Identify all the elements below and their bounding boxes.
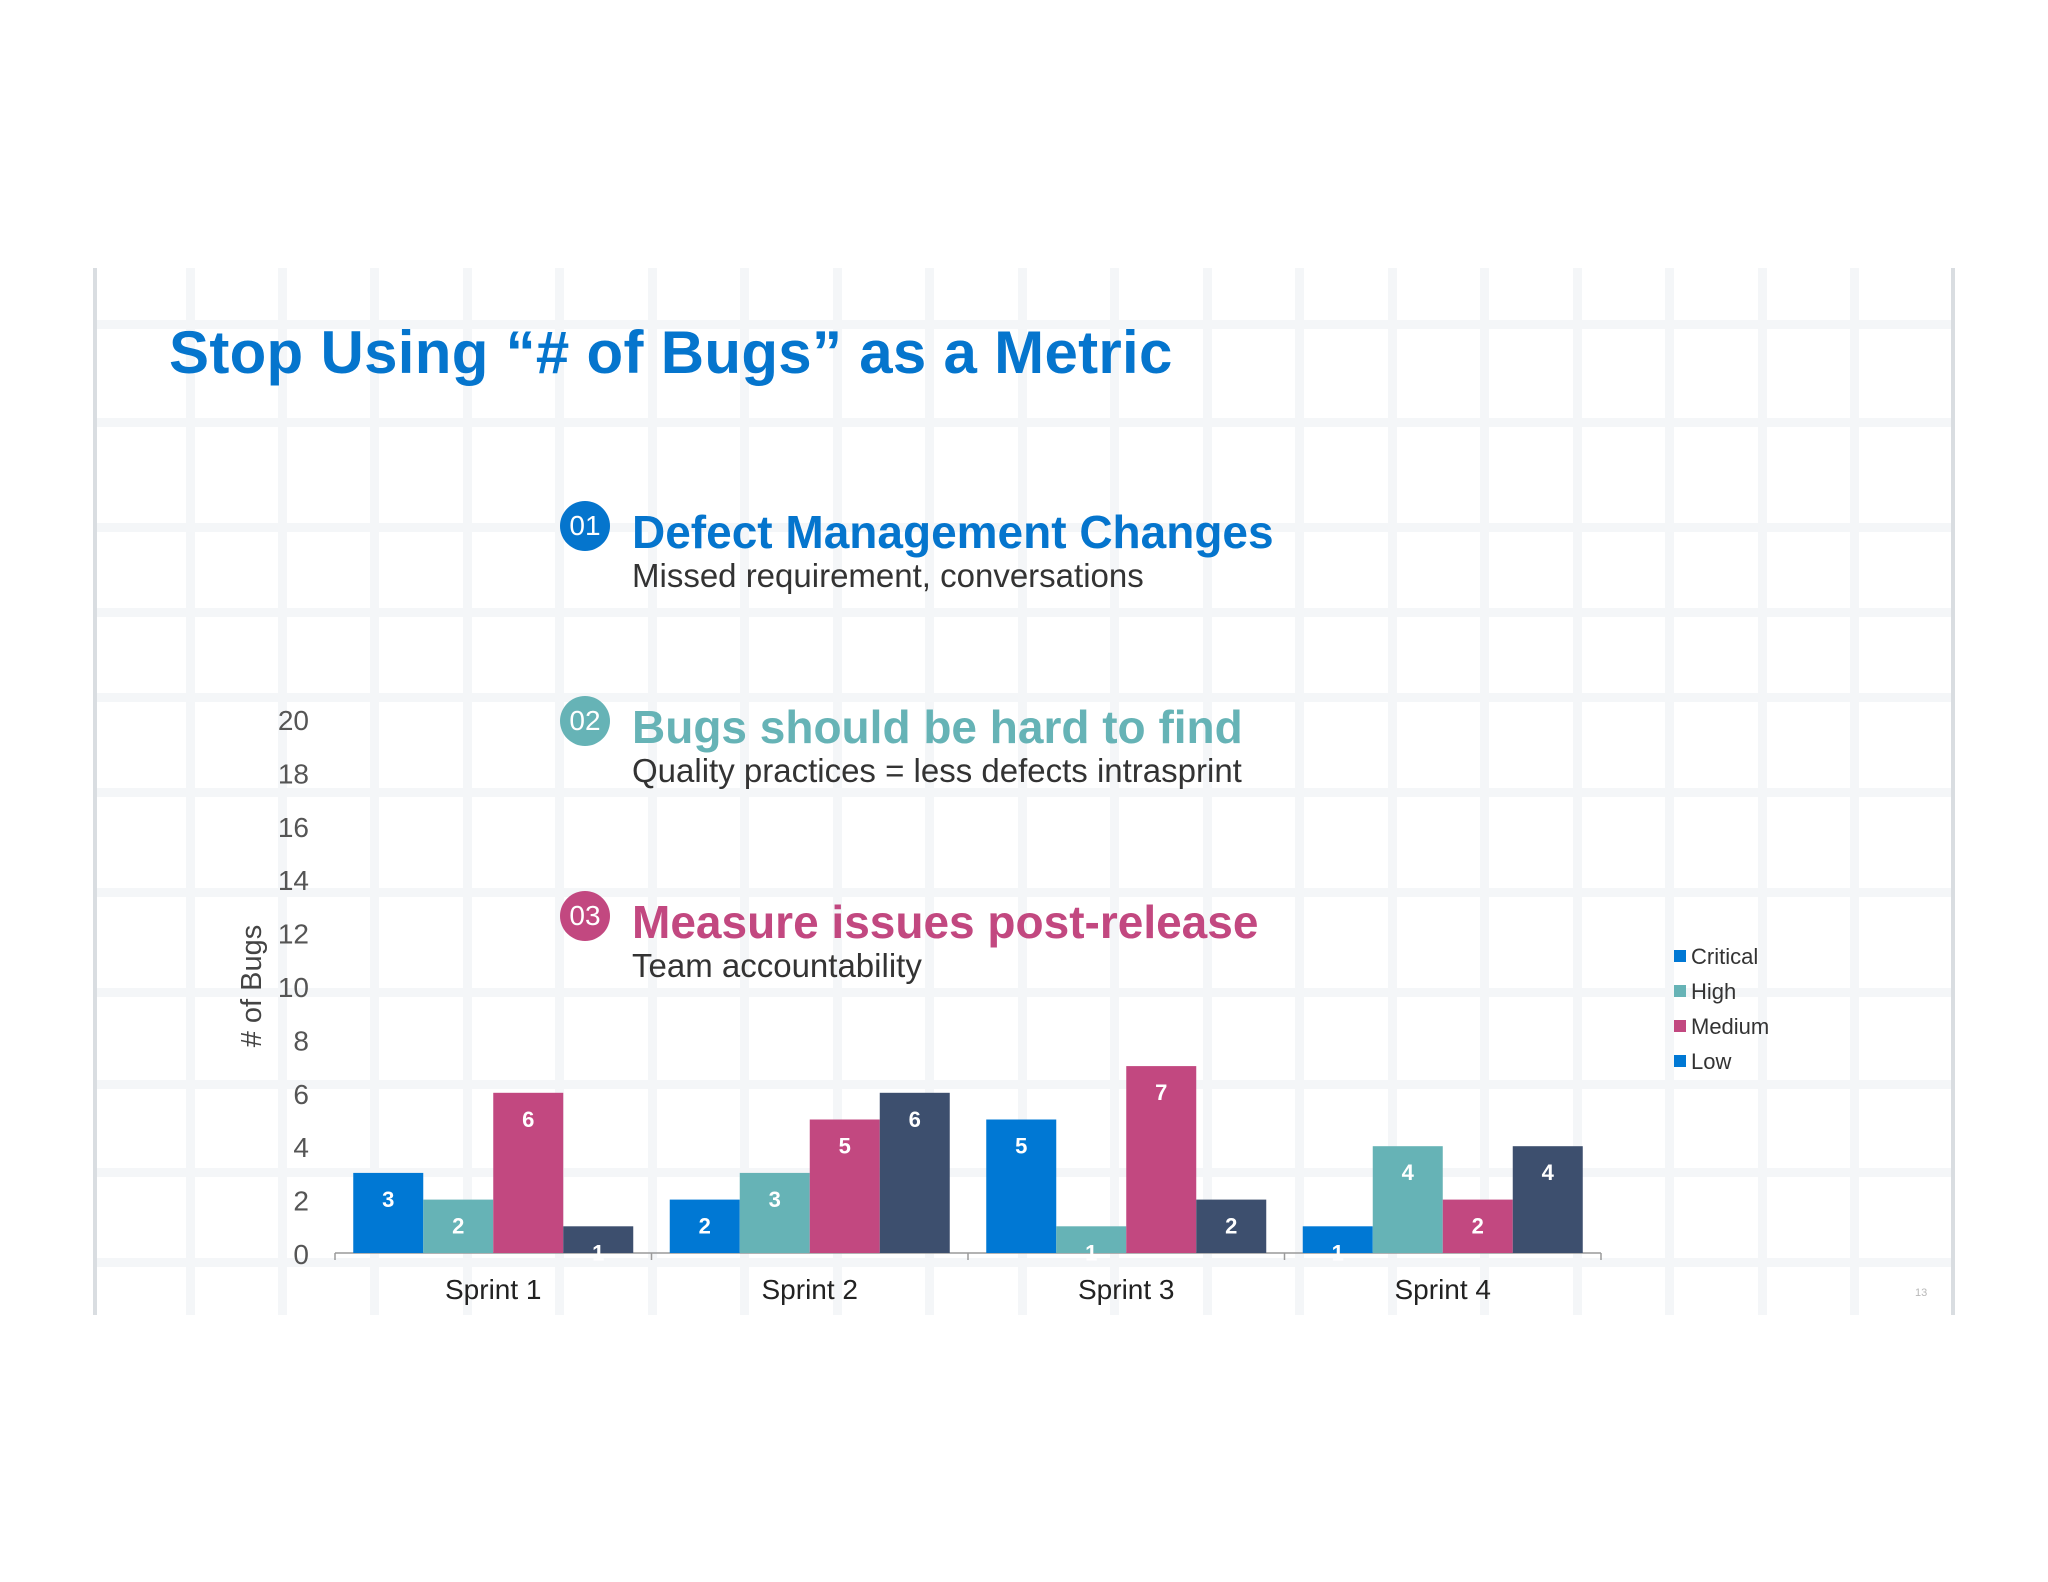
grid-line-horizontal: [93, 693, 1955, 702]
bar-high: [1372, 1146, 1443, 1253]
slide-title: Stop Using “# of Bugs” as a Metric: [169, 319, 1173, 386]
legend-label: High: [1691, 979, 1736, 1004]
y-tick-label: 8: [293, 1025, 309, 1056]
bar-low: [879, 1092, 950, 1253]
legend-swatch: [1674, 950, 1686, 962]
legend-label: Low: [1691, 1049, 1731, 1074]
bar-medium: [809, 1119, 880, 1253]
grid-line-horizontal: [93, 1258, 1955, 1267]
data-label: 3: [769, 1187, 781, 1212]
y-axis-title: # of Bugs: [236, 925, 268, 1048]
data-label: 1: [592, 1240, 604, 1265]
data-label: 4: [1542, 1160, 1555, 1185]
data-label: 2: [699, 1214, 711, 1239]
grid-line-horizontal: [93, 320, 1955, 329]
data-label: 4: [1402, 1160, 1415, 1185]
data-label: 6: [522, 1107, 534, 1132]
x-category-label: Sprint 2: [762, 1274, 859, 1305]
grid-line-horizontal: [93, 888, 1955, 897]
y-tick-label: 16: [278, 812, 309, 843]
bar-critical: [986, 1119, 1057, 1253]
y-tick-label: 6: [293, 1079, 309, 1110]
bar-medium: [493, 1092, 564, 1253]
point-subtext: Team accountability: [632, 947, 922, 984]
grid-line-horizontal: [93, 418, 1955, 427]
grid-line-horizontal: [93, 523, 1955, 532]
point-heading: Bugs should be hard to find: [632, 701, 1243, 753]
bar-medium: [1442, 1199, 1513, 1253]
legend-label: Critical: [1691, 944, 1758, 969]
grid-line-horizontal: [93, 788, 1955, 797]
point-number-badge: 02: [560, 696, 610, 746]
grid-line-horizontal: [93, 1080, 1955, 1089]
bar-low: [1512, 1146, 1583, 1253]
y-tick-label: 10: [278, 972, 309, 1003]
slide-left-edge: [93, 268, 97, 1315]
data-label: 6: [909, 1107, 921, 1132]
data-label: 5: [839, 1134, 851, 1159]
slide-right-edge: [1951, 268, 1955, 1315]
data-label: 2: [1472, 1214, 1484, 1239]
x-category-label: Sprint 3: [1078, 1274, 1175, 1305]
y-tick-label: 0: [293, 1239, 309, 1270]
bar-high: [423, 1199, 494, 1253]
y-tick-label: 2: [293, 1186, 309, 1217]
y-tick-label: 20: [278, 705, 309, 736]
data-label: 1: [1332, 1240, 1344, 1265]
bar-medium: [1126, 1066, 1197, 1253]
bar-critical: [669, 1199, 740, 1253]
legend-label: Medium: [1691, 1014, 1769, 1039]
data-label: 7: [1155, 1080, 1167, 1105]
y-tick-label: 12: [278, 919, 309, 950]
bar-low: [563, 1226, 634, 1253]
x-category-label: Sprint 4: [1395, 1274, 1492, 1305]
bar-high: [1056, 1226, 1127, 1253]
legend-swatch: [1674, 1055, 1686, 1067]
point-number-badge: 01: [560, 501, 610, 551]
bar-low: [1196, 1199, 1267, 1253]
point-heading: Measure issues post-release: [632, 896, 1259, 948]
data-label: 2: [452, 1214, 464, 1239]
legend-swatch: [1674, 985, 1686, 997]
point-subtext: Quality practices = less defects intrasp…: [632, 752, 1242, 789]
bar-critical: [1302, 1226, 1373, 1253]
legend-swatch: [1674, 1020, 1686, 1032]
grid-line-horizontal: [93, 988, 1955, 997]
point-heading: Defect Management Changes: [632, 506, 1274, 558]
page-number: 13: [1915, 1287, 1928, 1299]
data-label: 1: [1085, 1240, 1097, 1265]
point-number-badge: 03: [560, 891, 610, 941]
data-label: 3: [382, 1187, 394, 1212]
point-subtext: Missed requirement, conversations: [632, 557, 1144, 594]
bar-critical: [353, 1172, 424, 1253]
data-label: 2: [1225, 1214, 1237, 1239]
x-category-label: Sprint 1: [445, 1274, 542, 1305]
bar-high: [739, 1172, 810, 1253]
y-tick-label: 18: [278, 758, 309, 789]
data-label: 5: [1015, 1134, 1027, 1159]
y-tick-label: 4: [293, 1132, 309, 1163]
y-tick-label: 14: [278, 865, 309, 896]
background-grid: [93, 268, 1955, 1315]
grid-line-horizontal: [93, 608, 1955, 617]
